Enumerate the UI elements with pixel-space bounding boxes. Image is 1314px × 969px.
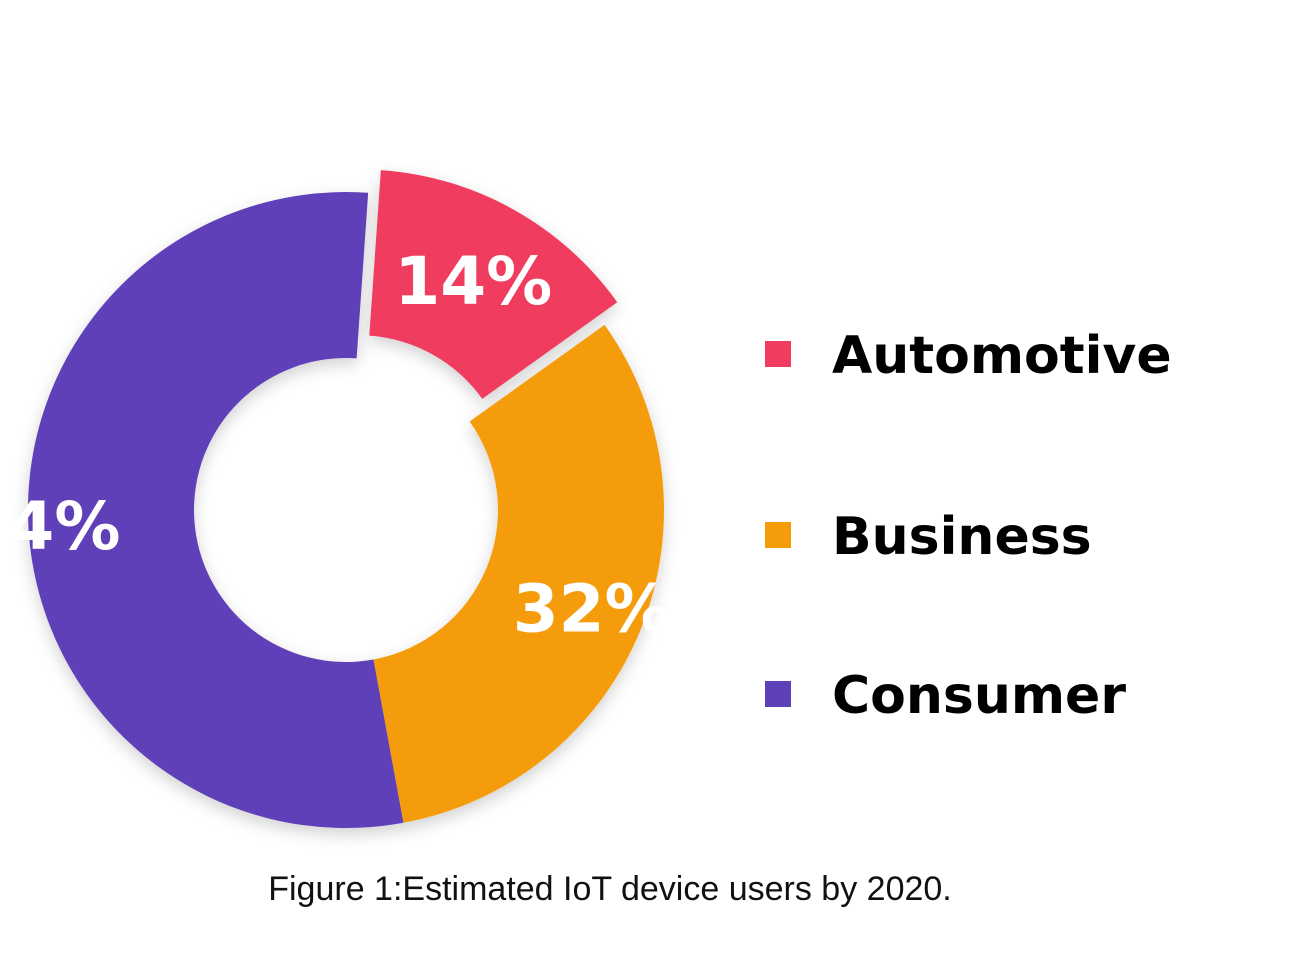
slice-label-consumer: 54% — [0, 488, 120, 565]
legend: Automotive Business Consumer — [765, 326, 1172, 726]
slice-label-business: 32% — [513, 570, 671, 647]
slice-consumer — [28, 191, 404, 828]
slice-label-automotive: 14% — [394, 243, 552, 320]
legend-swatch-automotive — [765, 341, 791, 367]
legend-label-business: Business — [832, 507, 1092, 567]
slice-business — [373, 324, 664, 823]
slice-labels-group: 14% 32% 54% — [0, 243, 671, 647]
legend-label-automotive: Automotive — [832, 326, 1172, 386]
slices-group — [28, 170, 664, 828]
legend-label-consumer: Consumer — [832, 666, 1126, 726]
legend-swatch-business — [765, 522, 791, 548]
legend-swatch-consumer — [765, 681, 791, 707]
figure-caption: Figure 1:Estimated IoT device users by 2… — [268, 870, 952, 908]
slice-automotive — [369, 170, 618, 399]
